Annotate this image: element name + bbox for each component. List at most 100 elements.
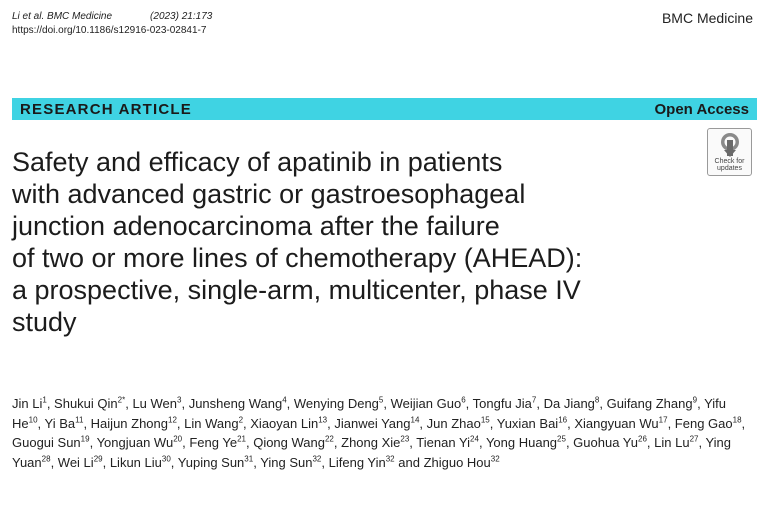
author-item[interactable]: Feng Gao18 [675, 416, 742, 431]
author-item[interactable]: Guogui Sun19 [12, 435, 90, 450]
author-item[interactable]: Jin Li1 [12, 396, 47, 411]
author-name: Guifang Zhang [606, 396, 693, 411]
journal-brand: BMC Medicine [661, 10, 753, 26]
author-list: Jin Li1, Shukui Qin2*, Lu Wen3, Junsheng… [12, 395, 746, 470]
author-affiliation: 19 [80, 434, 90, 444]
title-line: with advanced gastric or gastroesophagea… [12, 179, 526, 209]
author-affiliation: 2 [238, 415, 244, 425]
author-affiliation: 29 [93, 454, 103, 464]
author-item[interactable]: Xiangyuan Wu17 [574, 416, 667, 431]
author-item[interactable]: Lu Wen3 [132, 396, 181, 411]
author-name: Yi Ba [44, 415, 76, 431]
author-item[interactable]: Xiaoyan Lin13 [250, 416, 327, 431]
doi-link[interactable]: https://doi.org/10.1186/s12916-023-02841… [12, 25, 207, 36]
citation-year: (2023) 21:173 [150, 11, 213, 22]
author-affiliation: 20 [173, 434, 183, 444]
citation-journal: Li et al. BMC Medicine [12, 11, 113, 22]
author-item[interactable]: Yuxian Bai16 [497, 416, 567, 431]
author-item[interactable]: Qiong Wang22 [253, 435, 334, 450]
author-item[interactable]: Lin Lu27 [654, 435, 698, 450]
author-affiliation: 17 [658, 415, 668, 425]
author-affiliation: 1 [42, 395, 47, 405]
author-affiliation: 14 [410, 415, 420, 425]
author-item[interactable]: Guohua Yu26 [573, 435, 647, 450]
author-name: Tongfu Jia [472, 396, 532, 411]
author-affiliation: 11 [75, 415, 84, 425]
author-name: Ying Sun [260, 454, 313, 470]
author-item[interactable]: Tienan Yi24 [416, 435, 479, 450]
author-item[interactable]: Jun Zhao15 [427, 416, 490, 431]
author-affiliation: 22 [324, 434, 334, 444]
author-name: Wei Li [57, 454, 94, 470]
author-item[interactable]: Jianwei Yang14 [334, 416, 419, 431]
title-line: study [12, 307, 77, 337]
author-name: Jin Li [12, 396, 43, 411]
author-affiliation: 24 [470, 434, 479, 444]
citation-block: Li et al. BMC Medicine (2023) 21:173 http… [12, 10, 212, 38]
author-affiliation: 30 [161, 454, 171, 464]
title-line: Safety and efficacy of apatinib in patie… [12, 147, 503, 177]
author-name: Guogui Sun [12, 435, 81, 450]
author-item[interactable]: Likun Liu30 [110, 455, 171, 470]
author-item[interactable]: Junsheng Wang4 [189, 396, 287, 411]
author-item[interactable]: Wenying Deng5 [294, 396, 384, 411]
author-name: Ying Yuan [12, 435, 732, 470]
author-affiliation: 6 [461, 395, 466, 405]
author-item[interactable]: Yi Ba11 [45, 416, 84, 431]
author-item[interactable]: Zhiguo Hou32 [424, 455, 500, 470]
author-item[interactable]: Yifu He10 [12, 396, 726, 431]
author-affiliation: 21 [237, 434, 246, 444]
author-name: Xiangyuan Wu [574, 415, 659, 431]
author-item[interactable]: Guifang Zhang9 [607, 396, 697, 411]
author-item[interactable]: Yongjuan Wu20 [97, 435, 183, 450]
author-affiliation: 18 [732, 415, 742, 425]
author-item[interactable]: Da Jiang8 [544, 396, 600, 411]
author-item[interactable]: Yong Huang25 [486, 435, 566, 450]
author-affiliation: 9 [692, 395, 698, 405]
author-affiliation: 16 [558, 415, 568, 425]
author-name: Yuxian Bai [496, 415, 559, 431]
author-affiliation: 32 [312, 454, 322, 464]
author-name: Weijian Guo [390, 396, 462, 411]
author-name: Lifeng Yin [328, 454, 386, 470]
author-item[interactable]: Lifeng Yin32 [329, 455, 395, 470]
badge-line-2: updates [717, 165, 742, 172]
author-name: Likun Liu [109, 454, 162, 470]
author-name: Lin Lu [654, 435, 690, 450]
author-affiliation: 10 [28, 415, 38, 425]
author-item[interactable]: Weijian Guo6 [391, 396, 466, 411]
check-for-updates-icon [720, 133, 739, 157]
badge-line-1: Check for [714, 158, 745, 165]
article-type-label: RESEARCH ARTICLE [20, 100, 192, 118]
author-affiliation: 32 [490, 454, 500, 464]
author-name: Lin Wang [184, 415, 239, 431]
title-line: junction adenocarcinoma after the failur… [12, 211, 500, 241]
author-item[interactable]: Ying Sun32 [260, 455, 321, 470]
author-item[interactable]: Lin Wang2 [184, 416, 243, 431]
author-affiliation: 2* [117, 395, 126, 405]
author-item[interactable]: Zhong Xie23 [341, 435, 409, 450]
author-affiliation: 12 [168, 415, 177, 425]
author-item[interactable]: Feng Ye21 [189, 435, 246, 450]
author-item[interactable]: Wei Li29 [58, 455, 103, 470]
check-for-updates-badge[interactable]: Check for updates [707, 128, 752, 176]
author-affiliation: 28 [41, 454, 51, 464]
author-name: Yong Huang [485, 435, 558, 450]
author-name: Yuping Sun [177, 454, 245, 470]
author-affiliation: 25 [557, 434, 566, 444]
author-affiliation: 7 [531, 395, 537, 405]
author-name: Guohua Yu [573, 435, 638, 450]
author-name: Jianwei Yang [334, 415, 411, 431]
author-affiliation: 4 [282, 395, 287, 405]
author-item[interactable]: Ying Yuan28 [12, 435, 731, 470]
author-affiliation: 5 [378, 395, 384, 405]
title-line: of two or more lines of chemotherapy (AH… [12, 243, 583, 273]
author-item[interactable]: Haijun Zhong12 [91, 416, 177, 431]
author-item[interactable]: Tongfu Jia7 [473, 396, 537, 411]
author-name: Feng Ye [189, 435, 238, 450]
author-name: Wenying Deng [293, 396, 379, 411]
citation-line: Li et al. BMC Medicine (2023) 21:173 [12, 10, 212, 24]
author-item[interactable]: Yuping Sun31 [178, 455, 253, 470]
author-affiliation: 3 [177, 395, 182, 405]
author-item[interactable]: Shukui Qin2* [54, 396, 125, 411]
